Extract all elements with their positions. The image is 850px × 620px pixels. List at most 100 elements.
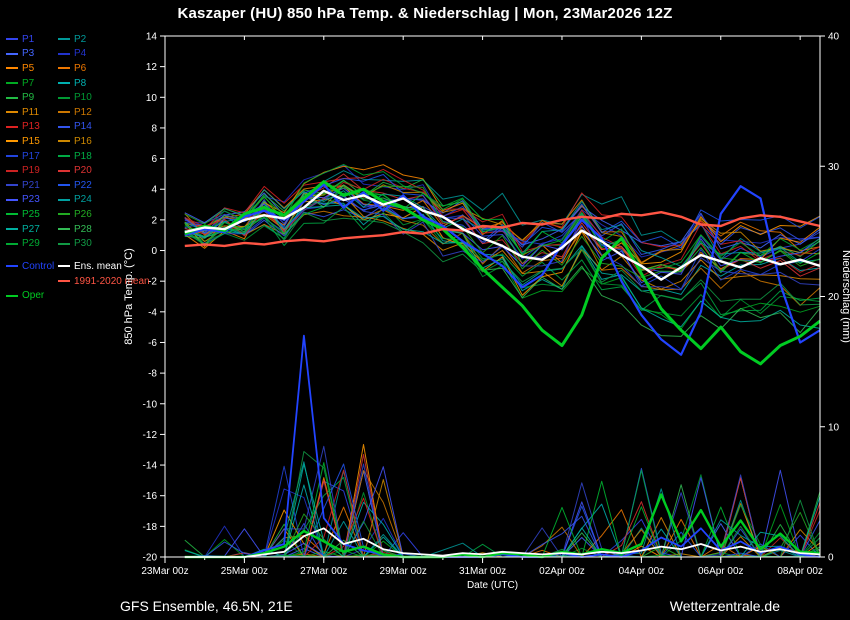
legend-swatch — [6, 38, 18, 41]
y-left-tick-label: 14 — [146, 32, 158, 43]
y-right-tick-label: 40 — [828, 32, 840, 43]
series-precip-oper — [184, 493, 821, 559]
legend-extras: Control Ens. mean 1991-2020 mean Oper — [6, 259, 158, 303]
legend-item-control: Control — [6, 259, 54, 274]
plot-border — [164, 35, 821, 558]
legend-item-p26: P26 — [58, 207, 158, 222]
legend-swatch — [58, 96, 70, 99]
series-precip-ens-mean — [184, 527, 821, 558]
y-left-tick-label: -20 — [143, 553, 158, 564]
series-temp-ens-mean — [184, 189, 821, 281]
legend-swatch — [58, 82, 70, 85]
legend-swatch — [58, 280, 70, 282]
legend-item-p3: P3 — [6, 47, 54, 62]
legend-item-1991-2020-mean: 1991-2020 mean — [58, 274, 158, 289]
legend-swatch — [6, 228, 18, 231]
legend-label: P14 — [74, 121, 92, 133]
x-tick-label: 29Mar 00z — [380, 566, 427, 577]
y-left-tick-label: -2 — [148, 277, 157, 288]
legend-swatch — [6, 111, 18, 114]
legend-item-p29: P29 — [6, 236, 54, 251]
legend-item-p15: P15 — [6, 134, 54, 149]
legend-members: P1 P2 P3 P4 P5 P6 P7 P8 P9 P10 P11 P12 P13 P14 P15 P16 P… — [6, 32, 158, 251]
y-left-tick-label: 2 — [151, 215, 157, 226]
legend-swatch — [6, 155, 18, 158]
y-right-tick-label: 30 — [828, 162, 840, 173]
legend-swatch — [6, 242, 18, 245]
legend-swatch — [6, 213, 18, 216]
x-tick-label: 31Mar 00z — [459, 566, 506, 577]
legend-item-p22: P22 — [58, 178, 158, 193]
series-temp-P28 — [184, 184, 821, 337]
legend-swatch — [6, 184, 18, 187]
y-right-tick-label: 20 — [828, 292, 840, 303]
legend-label: P16 — [74, 135, 92, 147]
legend-swatch — [58, 265, 70, 268]
legend-swatch — [6, 294, 18, 297]
legend-swatch — [6, 265, 18, 268]
y-left-tick-label: 10 — [146, 93, 158, 104]
legend-label: P28 — [74, 223, 92, 235]
legend-item-p6: P6 — [58, 61, 158, 76]
legend-item-p27: P27 — [6, 222, 54, 237]
legend-label: P4 — [74, 48, 87, 60]
legend-label: P6 — [74, 62, 87, 74]
y-left-tick-label: -4 — [148, 307, 157, 318]
x-tick-label: 04Apr 00z — [619, 566, 665, 577]
legend-label: P18 — [74, 150, 92, 162]
series-temp-P30 — [184, 212, 821, 306]
legend-item-p24: P24 — [58, 193, 158, 208]
series-temp-P27 — [184, 204, 821, 329]
y-left-tick-label: -10 — [143, 399, 158, 410]
y-left-tick-label: -8 — [148, 369, 157, 380]
legend-label: P19 — [22, 165, 40, 177]
legend-item-oper: Oper — [6, 289, 54, 304]
legend-label: P25 — [22, 208, 40, 220]
legend-label: Control — [22, 260, 55, 272]
y-left-tick-label: 8 — [151, 123, 157, 134]
y-left-tick-label: -16 — [143, 491, 158, 502]
series-temp-P25 — [184, 192, 821, 272]
legend-swatch — [6, 125, 18, 128]
legend-swatch — [6, 96, 18, 99]
legend-swatch — [6, 140, 18, 143]
series-temp-P18 — [184, 206, 821, 316]
legend-label: P23 — [22, 194, 40, 206]
model-info: GFS Ensemble, 46.5N, 21E — [120, 598, 293, 614]
y-left-tick-label: 4 — [151, 185, 157, 196]
legend-swatch — [6, 52, 18, 55]
legend-label: P12 — [74, 106, 92, 118]
legend-label: P13 — [22, 121, 40, 133]
legend-item-p18: P18 — [58, 149, 158, 164]
y-left-tick-label: 12 — [146, 62, 158, 73]
x-tick-label: 23Mar 00z — [141, 566, 188, 577]
legend-swatch — [58, 228, 70, 231]
legend-swatch — [6, 169, 18, 172]
y-left-tick-label: -18 — [143, 522, 158, 533]
legend-label: P5 — [22, 62, 35, 74]
chart-title: Kaszaper (HU) 850 hPa Temp. & Niederschl… — [177, 5, 673, 22]
legend-label: P20 — [74, 165, 92, 177]
y-right-tick-label: 0 — [828, 553, 834, 564]
y-left-tick-label: 0 — [151, 246, 157, 257]
legend-swatch — [58, 169, 70, 172]
legend-swatch — [58, 38, 70, 41]
x-tick-label: 02Apr 00z — [539, 566, 585, 577]
legend-swatch — [58, 111, 70, 114]
legend-item-p23: P23 — [6, 193, 54, 208]
legend-swatch — [6, 67, 18, 70]
legend-swatch — [58, 213, 70, 216]
legend-item-p10: P10 — [58, 90, 158, 105]
axis-label-y-right: Niederschlag (mm) — [840, 250, 850, 343]
legend-item-p13: P13 — [6, 120, 54, 135]
legend-item-p21: P21 — [6, 178, 54, 193]
legend-item-p11: P11 — [6, 105, 54, 120]
legend-swatch — [58, 198, 70, 201]
x-tick-label: 27Mar 00z — [300, 566, 347, 577]
legend-item-p28: P28 — [58, 222, 158, 237]
legend-item-p9: P9 — [6, 90, 54, 105]
legend-label: P30 — [74, 238, 92, 250]
y-right-tick-label: 10 — [828, 422, 840, 433]
legend-item-p25: P25 — [6, 207, 54, 222]
